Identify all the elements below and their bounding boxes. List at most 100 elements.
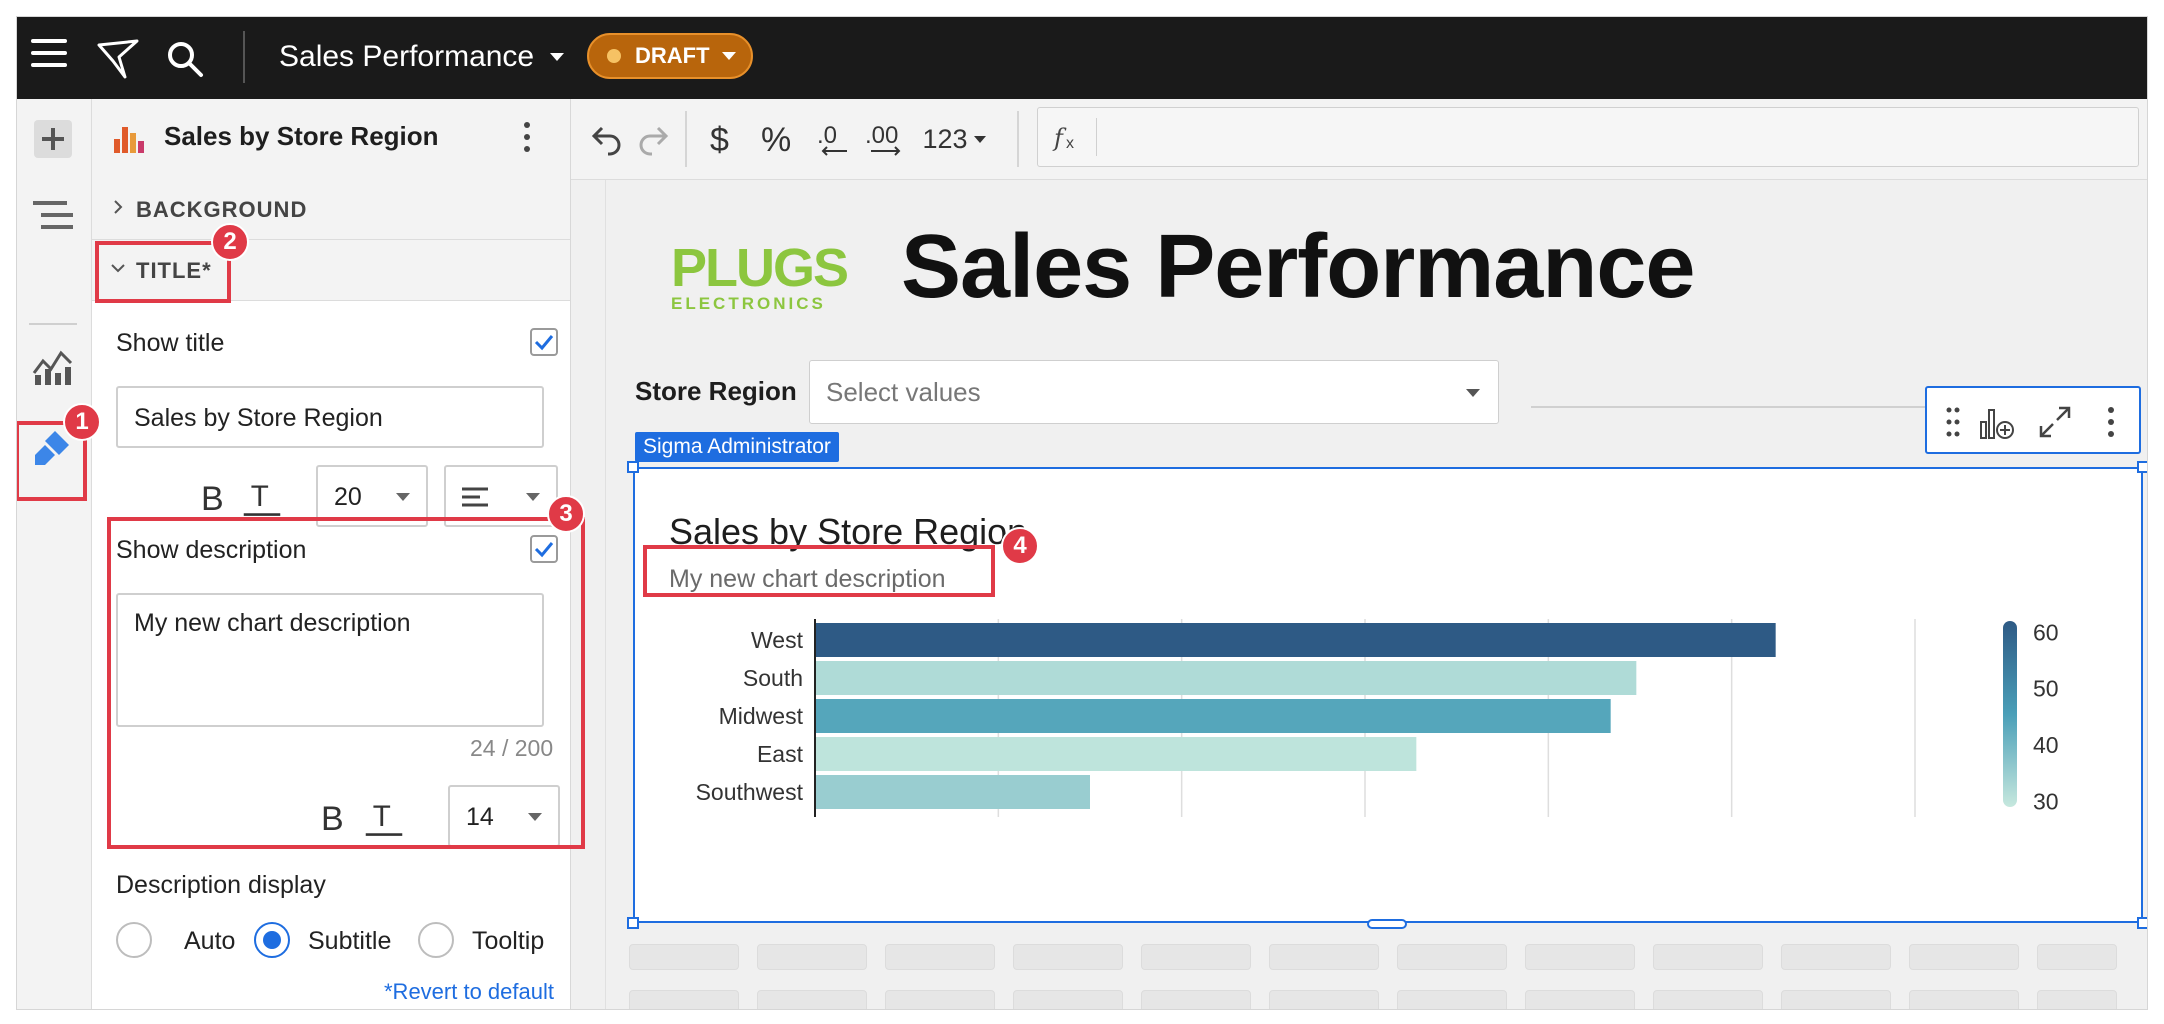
bar-chart-element[interactable]: Sales by Store Region My new chart descr… [633,467,2143,923]
increase-decimals-button[interactable]: .00 [861,119,909,159]
divider [243,31,245,83]
page-title: Sales Performance [901,217,1695,317]
grid-placeholder-cell [2037,990,2117,1009]
text-color-icon: T [365,800,403,836]
outline-button[interactable] [27,189,79,241]
bar-east[interactable] [815,737,1417,771]
revert-to-default-link[interactable]: *Revert to default [384,979,554,1004]
section-label: TITLE* [136,258,212,283]
resize-handle[interactable] [2137,461,2147,473]
store-region-filter[interactable]: Select values [809,360,1499,424]
number-format-dropdown[interactable]: 123 [919,119,989,159]
user-presence-tag: Sigma Administrator [635,432,839,462]
percent-format-button[interactable]: % [755,119,799,159]
paint-brush-icon [35,431,69,465]
panel-header: Sales by Store Region [92,99,570,180]
add-element-button[interactable] [27,113,79,165]
resize-handle[interactable] [627,917,639,929]
resize-handle[interactable] [627,461,639,473]
text-color-button[interactable]: T [242,473,282,523]
description-textarea[interactable]: My new chart description [116,593,544,727]
grid-placeholder-cell [1781,944,1891,970]
show-title-label: Show title [116,329,225,357]
grid-placeholder-cell [757,990,867,1009]
store-region-filter-label: Store Region [635,376,797,406]
title-input[interactable]: Sales by Store Region [116,386,544,448]
redo-button[interactable] [633,119,673,159]
grid-placeholder-cell [1653,990,1763,1009]
svg-text:B: B [321,800,344,836]
sigma-logo-icon[interactable] [95,35,141,81]
callout-badge: 4 [1001,527,1039,565]
chart-icon [32,350,73,385]
format-button[interactable] [27,421,79,473]
svg-text:T: T [251,480,269,513]
bar-southwest[interactable] [815,775,1090,809]
resize-handle[interactable] [1367,919,1407,929]
plugs-electronics-logo: PLUGS ELECTRONICS [671,238,849,314]
grid-placeholder-cell [1013,944,1123,970]
app-window: Sales Performance DRAFT [16,16,2148,1010]
decrease-decimals-button[interactable]: .0 [811,119,855,159]
description-bold-button[interactable]: B [312,793,352,843]
grid-placeholder-cell [885,944,995,970]
search-icon[interactable] [165,39,205,79]
legend-tick-label: 50 [2033,676,2059,702]
grid-placeholder-cell [1909,944,2019,970]
callout-badge: 3 [547,495,585,533]
chart-description: My new chart description [669,565,946,593]
more-vertical-icon[interactable] [522,119,532,155]
description-text-color-button[interactable]: T [364,793,404,843]
data-button[interactable] [27,339,79,391]
grid-placeholder-cell [1141,990,1251,1009]
display-auto-radio[interactable] [116,922,152,958]
grid-placeholder-cell [1397,990,1507,1009]
undo-button[interactable] [587,119,627,159]
decrease-decimals-icon: .0 [817,122,847,156]
bar-south[interactable] [815,661,1637,695]
drag-handle[interactable] [1933,402,1973,442]
title-font-size-select[interactable]: 20 [316,465,428,527]
add-chart-button[interactable] [1977,402,2017,442]
menu-icon[interactable] [31,39,67,75]
text-color-icon: T [243,480,281,516]
chevron-down-icon [973,135,986,143]
section-background[interactable]: BACKGROUND [92,179,570,240]
callout-box [17,421,87,501]
brand-name: PLUGS [671,238,849,298]
expand-button[interactable] [2035,402,2075,442]
section-title[interactable]: TITLE* [92,240,570,301]
svg-text:B: B [201,480,224,516]
display-tooltip-radio[interactable] [418,922,454,958]
show-title-checkbox[interactable] [530,328,558,356]
canvas-gutter [571,180,606,1009]
show-description-checkbox[interactable] [530,535,558,563]
svg-text:%: % [761,121,791,159]
element-more-button[interactable] [2091,402,2131,442]
currency-format-button[interactable]: $ [701,119,741,159]
bar-midwest[interactable] [815,699,1611,733]
grid-placeholder-cell [885,990,995,1009]
workbook-title: Sales Performance [279,40,535,73]
check-icon [534,335,554,351]
percent-icon: % [761,121,791,159]
filter-placeholder: Select values [826,377,981,407]
title-alignment-select[interactable] [444,465,558,527]
chart-plot: West South Midwest East Southwest 60 50 40 30 [696,619,2059,817]
outline-icon [33,201,73,229]
bold-icon: B [321,800,344,836]
display-subtitle-radio[interactable] [254,922,290,958]
workbook-title-menu[interactable]: Sales Performance [279,37,565,77]
redo-icon [639,126,669,156]
svg-text:.00: .00 [865,122,898,149]
callout-badge: 1 [63,403,101,441]
draft-status-button[interactable]: DRAFT [587,33,753,79]
svg-text:$: $ [710,121,729,159]
bar-west[interactable] [815,623,1776,657]
plus-icon [34,120,72,158]
resize-handle[interactable] [2137,917,2147,929]
bold-button[interactable]: B [192,473,232,523]
